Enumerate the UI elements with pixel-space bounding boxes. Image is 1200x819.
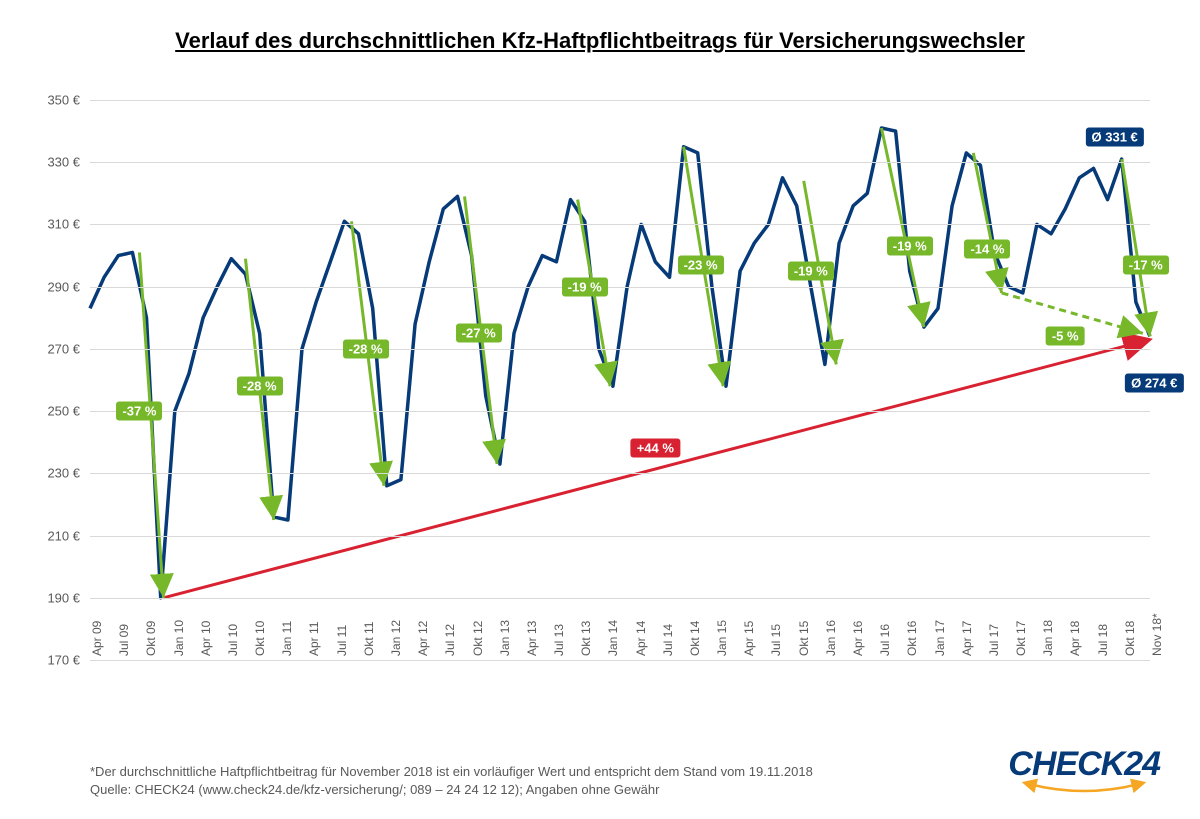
drop-line [973, 153, 1001, 293]
chart-area: 170 €190 €210 €230 €250 €270 €290 €310 €… [90, 100, 1150, 660]
x-axis-label: Jul 09 [117, 624, 131, 656]
x-axis-label: Jul 12 [443, 624, 457, 656]
x-axis-label: Jan 10 [172, 620, 186, 656]
x-axis-label: Apr 14 [634, 621, 648, 656]
trend-percent-badge: +44 % [631, 439, 680, 458]
x-axis-label: Okt 11 [362, 622, 376, 656]
x-axis-label: Okt 14 [688, 621, 702, 656]
footer-line1: *Der durchschnittliche Haftpflichtbeitra… [90, 763, 813, 781]
y-axis-label: 250 € [35, 404, 80, 419]
drop-percent-badge: -14 % [964, 240, 1010, 259]
brand-logo: CHECK24 [1008, 745, 1160, 794]
gridline [90, 162, 1150, 163]
x-axis-label: Jan 11 [280, 621, 294, 656]
value-callout-badge: Ø 274 € [1125, 374, 1183, 393]
y-axis-label: 210 € [35, 528, 80, 543]
x-axis-label: Apr 17 [960, 621, 974, 656]
drop-percent-badge: -19 % [562, 277, 608, 296]
x-axis-label: Okt 10 [253, 621, 267, 656]
footer-line2: Quelle: CHECK24 (www.check24.de/kfz-vers… [90, 781, 813, 799]
x-axis-label: Apr 09 [90, 621, 104, 656]
gridline [90, 598, 1150, 599]
x-axis-label: Jul 18 [1096, 624, 1110, 656]
y-axis-label: 310 € [35, 217, 80, 232]
drop-percent-badge: -23 % [678, 255, 724, 274]
gridline [90, 349, 1150, 350]
x-axis-label: Apr 11 [307, 622, 321, 656]
gridline [90, 287, 1150, 288]
drop-percent-badge: -17 % [1123, 255, 1169, 274]
drop-percent-badge: -19 % [887, 237, 933, 256]
x-axis-label: Okt 09 [144, 621, 158, 656]
y-axis-label: 350 € [35, 93, 80, 108]
x-axis-label: Apr 18 [1068, 621, 1082, 656]
drop-percent-badge: -28 % [343, 339, 389, 358]
x-axis-label: Okt 13 [579, 621, 593, 656]
y-axis-label: 170 € [35, 653, 80, 668]
gridline [90, 473, 1150, 474]
drop-line [139, 252, 163, 597]
logo-text: CHECK24 [1008, 745, 1160, 783]
gridline [90, 536, 1150, 537]
x-axis-label: Jul 16 [878, 624, 892, 656]
x-axis-label: Jan 14 [606, 620, 620, 656]
gridline [90, 660, 1150, 661]
x-axis-label: Apr 12 [416, 621, 430, 656]
gridline [90, 100, 1150, 101]
x-axis-label: Okt 17 [1014, 621, 1028, 656]
x-axis-label: Apr 13 [525, 621, 539, 656]
x-axis-label: Okt 18 [1123, 621, 1137, 656]
x-axis-label: Jan 18 [1041, 620, 1055, 656]
trend-line [163, 340, 1150, 598]
x-axis-label: Nov 18* [1150, 613, 1164, 656]
drop-percent-badge: -5 % [1046, 327, 1085, 346]
main-series-line [90, 128, 1150, 598]
x-axis-label: Okt 16 [905, 621, 919, 656]
x-axis-label: Okt 15 [797, 621, 811, 656]
x-axis-label: Jan 15 [715, 620, 729, 656]
y-axis-label: 330 € [35, 155, 80, 170]
x-axis-label: Apr 16 [851, 621, 865, 656]
value-callout-badge: Ø 331 € [1086, 128, 1144, 147]
x-axis-label: Jul 10 [226, 624, 240, 656]
y-axis-label: 230 € [35, 466, 80, 481]
x-axis-label: Jan 16 [824, 620, 838, 656]
x-axis-label: Okt 12 [471, 621, 485, 656]
x-axis-label: Jul 13 [552, 624, 566, 656]
drop-line [1122, 159, 1150, 336]
x-axis-label: Jan 13 [498, 620, 512, 656]
chart-title: Verlauf des durchschnittlichen Kfz-Haftp… [0, 28, 1200, 54]
drop-percent-badge: -27 % [456, 324, 502, 343]
x-axis-label: Apr 10 [199, 621, 213, 656]
drop-percent-badge: -19 % [788, 262, 834, 281]
x-axis-label: Jul 17 [987, 624, 1001, 656]
y-axis-label: 190 € [35, 590, 80, 605]
x-axis-label: Jul 15 [769, 624, 783, 656]
x-axis-label: Jan 12 [389, 620, 403, 656]
drop-percent-badge: -28 % [237, 377, 283, 396]
x-axis-label: Jul 14 [661, 624, 675, 656]
x-axis-label: Jan 17 [933, 620, 947, 656]
footer-note: *Der durchschnittliche Haftpflichtbeitra… [90, 763, 813, 799]
x-axis-label: Apr 15 [742, 621, 756, 656]
x-axis-label: Jul 11 [335, 625, 349, 656]
y-axis-label: 270 € [35, 341, 80, 356]
drop-percent-badge: -37 % [116, 402, 162, 421]
gridline [90, 411, 1150, 412]
gridline [90, 224, 1150, 225]
y-axis-label: 290 € [35, 279, 80, 294]
drop-line [881, 128, 923, 327]
